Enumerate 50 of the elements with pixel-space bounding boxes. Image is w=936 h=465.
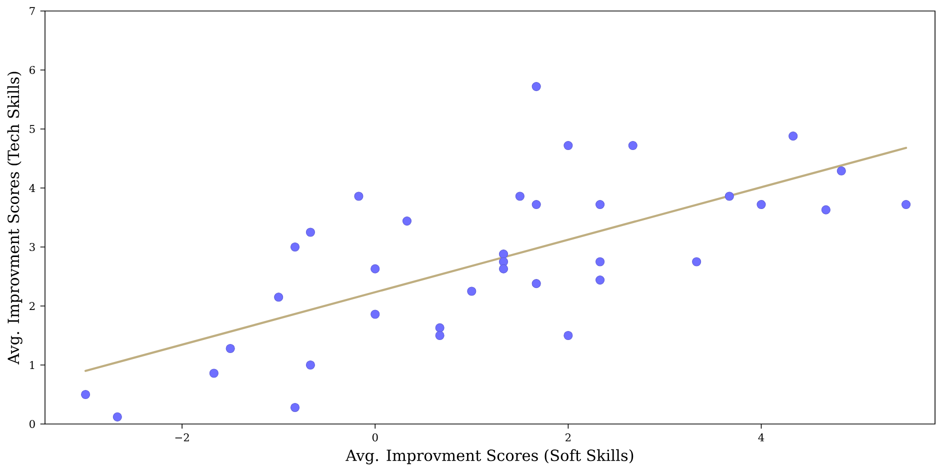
point — [902, 200, 911, 210]
y-tick-label: 4 — [29, 184, 36, 192]
point — [435, 330, 444, 340]
point — [788, 132, 798, 141]
point — [209, 368, 218, 378]
point — [402, 216, 412, 226]
point — [596, 257, 605, 266]
point — [532, 200, 541, 210]
x-tick-label: 4 — [758, 433, 764, 442]
point — [724, 192, 734, 201]
point — [756, 200, 766, 210]
point — [81, 390, 90, 400]
point — [290, 402, 300, 412]
y-tick-label: 6 — [30, 66, 35, 74]
point — [532, 279, 541, 288]
point — [564, 140, 573, 150]
point — [692, 257, 702, 266]
point — [112, 412, 122, 422]
point — [435, 323, 444, 332]
point — [370, 264, 380, 274]
x-tick-label: 2 — [566, 433, 571, 442]
point — [306, 228, 315, 237]
y-tick-label: 2 — [30, 302, 35, 310]
point — [628, 140, 638, 150]
y-tick-label: 5 — [30, 125, 35, 133]
y-tick-label: 0 — [30, 420, 35, 428]
y-tick-label: 7 — [30, 7, 35, 15]
point — [274, 292, 284, 302]
x-tick-label: −2 — [175, 433, 189, 442]
point — [821, 205, 830, 214]
point — [498, 264, 508, 274]
x-axis-title: Avg. Improvment Scores (Soft Skills) — [346, 449, 634, 464]
point — [498, 257, 508, 266]
point — [596, 276, 605, 285]
y-axis-title: Avg. Improvment Scores (Tech Skills) — [7, 72, 22, 364]
point — [596, 200, 605, 210]
point — [290, 242, 300, 252]
x-tick-label: 0 — [372, 433, 378, 442]
point — [370, 310, 380, 319]
point — [515, 192, 524, 201]
y-tick-label: 1 — [30, 361, 34, 369]
point — [532, 82, 541, 92]
point — [564, 330, 573, 340]
point — [467, 286, 476, 296]
point — [354, 192, 364, 201]
y-tick-label: 3 — [30, 242, 35, 252]
point — [836, 166, 846, 176]
point — [498, 250, 508, 259]
point — [306, 360, 315, 370]
point — [226, 344, 235, 354]
